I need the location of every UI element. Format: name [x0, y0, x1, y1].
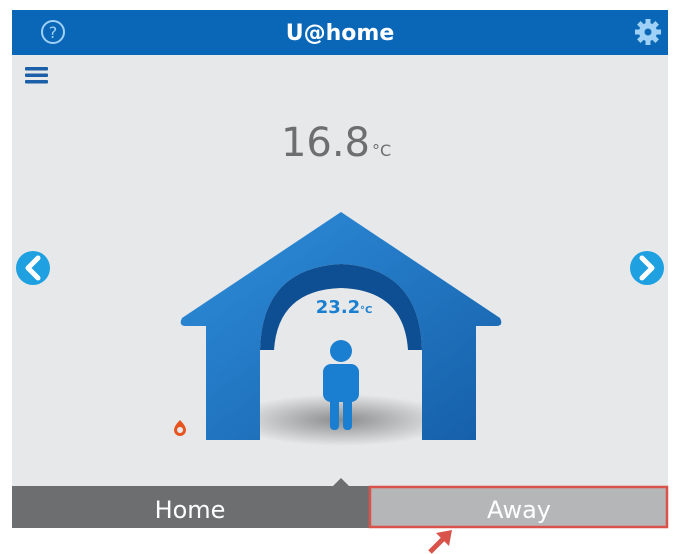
page: ? U@home 16.8 °C 23.2 °C	[0, 0, 677, 554]
annotation-arrow	[430, 530, 452, 552]
house-temperature-unit: °C	[360, 305, 372, 316]
home-tab-label: Home	[155, 496, 226, 524]
settings-button[interactable]	[635, 19, 661, 45]
room-temperature: 16.8	[281, 120, 370, 166]
next-button[interactable]	[630, 251, 664, 285]
room-temperature-unit: °C	[372, 141, 391, 160]
app-title: U@home	[286, 21, 395, 46]
previous-button[interactable]	[16, 251, 50, 285]
away-tab-label: Away	[487, 496, 551, 524]
menu-button[interactable]	[25, 67, 48, 84]
help-icon: ?	[49, 23, 58, 42]
screen: ? U@home 16.8 °C 23.2 °C	[0, 0, 677, 554]
house-temperature: 23.2	[316, 297, 360, 318]
